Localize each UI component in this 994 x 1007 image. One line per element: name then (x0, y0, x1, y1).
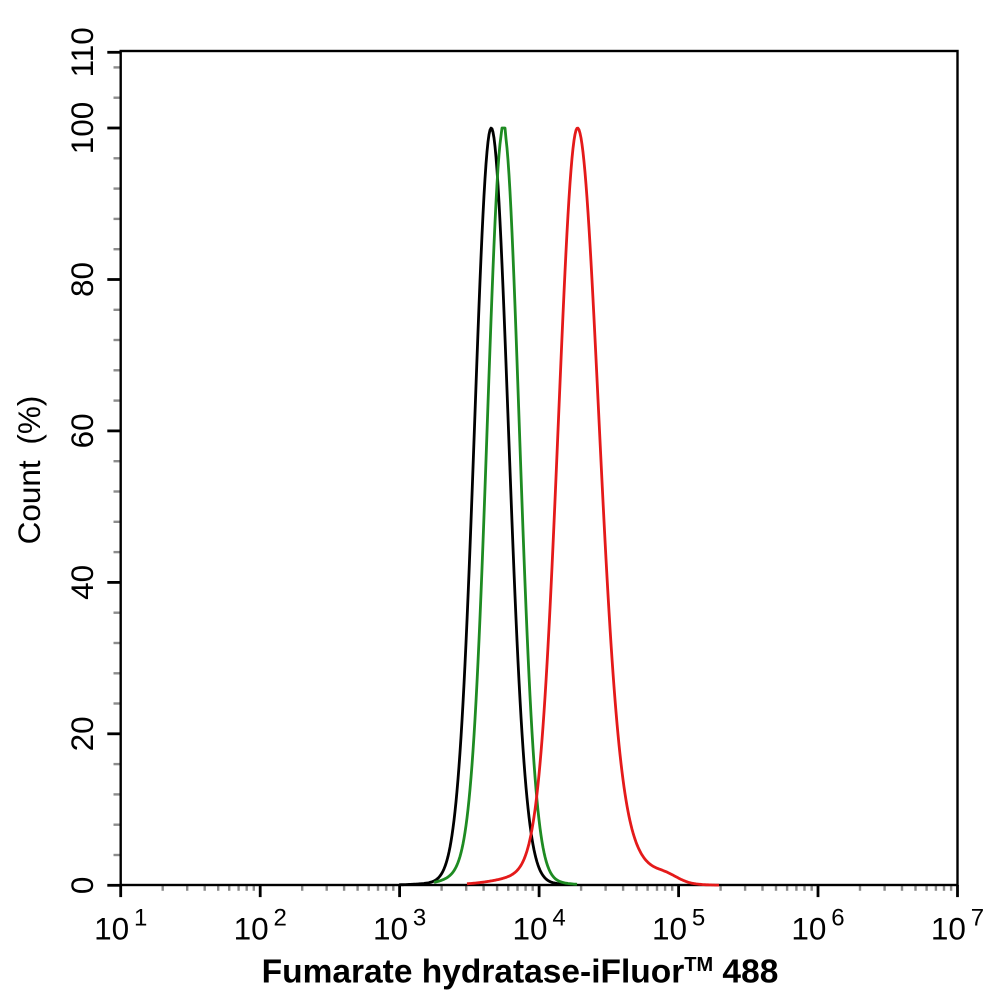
svg-text:Count (%): Count (%) (11, 396, 47, 545)
svg-text:20: 20 (64, 716, 100, 751)
svg-text:110: 110 (64, 27, 100, 77)
svg-text:80: 80 (64, 262, 100, 297)
svg-text:10 6: 10 6 (791, 905, 844, 947)
svg-text:40: 40 (64, 565, 100, 600)
svg-text:100: 100 (64, 102, 100, 155)
svg-text:0: 0 (64, 877, 100, 895)
svg-text:60: 60 (64, 413, 100, 448)
svg-text:Fumarate hydratase-iFluorTM 48: Fumarate hydratase-iFluorTM 488 (262, 953, 779, 990)
